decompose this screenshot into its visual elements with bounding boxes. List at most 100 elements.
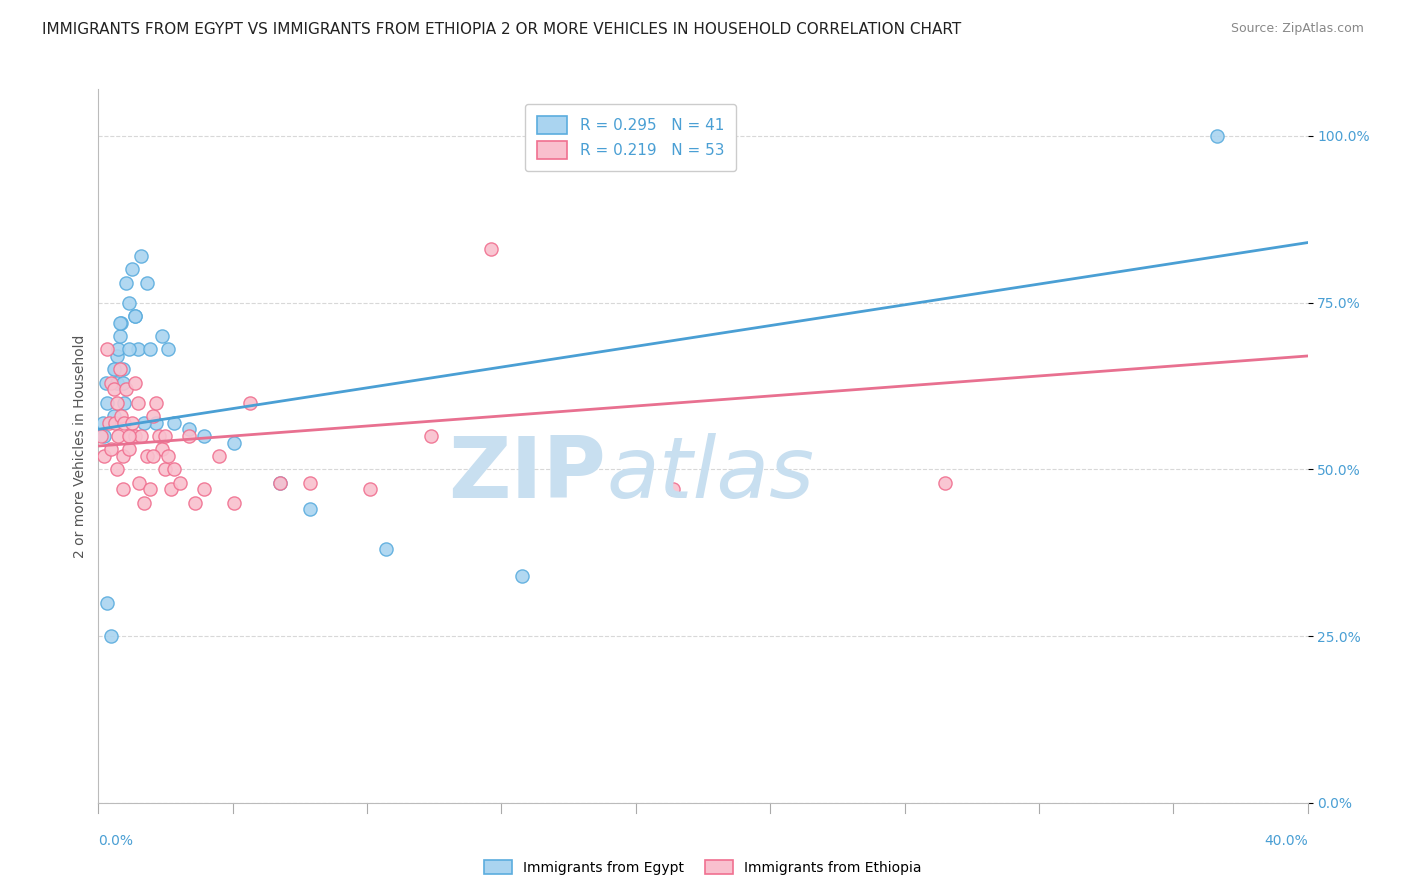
Point	[124, 309, 146, 323]
Point	[90, 429, 112, 443]
Point	[118, 429, 141, 443]
Point	[104, 416, 127, 430]
Point	[124, 376, 146, 390]
Point	[121, 416, 143, 430]
Text: ZIP: ZIP	[449, 433, 606, 516]
Legend: Immigrants from Egypt, Immigrants from Ethiopia: Immigrants from Egypt, Immigrants from E…	[479, 855, 927, 880]
Point	[112, 395, 135, 409]
Point	[105, 462, 128, 476]
Point	[98, 416, 121, 430]
Point	[239, 395, 262, 409]
Point	[103, 382, 125, 396]
Point	[160, 483, 183, 497]
Point	[111, 483, 134, 497]
Point	[156, 449, 179, 463]
Point	[129, 249, 152, 263]
Point	[124, 429, 146, 443]
Point	[179, 429, 201, 443]
Point	[114, 276, 136, 290]
Point	[269, 475, 291, 490]
Point	[105, 395, 128, 409]
Point	[118, 442, 141, 457]
Point	[105, 349, 128, 363]
Point	[124, 309, 146, 323]
Point	[142, 449, 165, 463]
Point	[135, 449, 157, 463]
Text: 0.0%: 0.0%	[98, 834, 134, 848]
Point	[269, 475, 291, 490]
Point	[374, 542, 396, 557]
Point	[145, 416, 167, 430]
Point	[107, 343, 129, 357]
Point	[132, 496, 155, 510]
Point	[105, 376, 128, 390]
Point	[193, 429, 215, 443]
Point	[110, 316, 132, 330]
Point	[108, 316, 131, 330]
Point	[103, 409, 125, 423]
Point	[114, 382, 136, 396]
Point	[111, 449, 134, 463]
Point	[111, 362, 134, 376]
Point	[110, 409, 132, 423]
Point	[103, 362, 125, 376]
Point	[100, 442, 122, 457]
Point	[112, 416, 135, 430]
Point	[121, 262, 143, 277]
Point	[100, 629, 122, 643]
Point	[169, 475, 191, 490]
Point	[184, 496, 207, 510]
Point	[224, 435, 246, 450]
Point	[128, 475, 150, 490]
Text: IMMIGRANTS FROM EGYPT VS IMMIGRANTS FROM ETHIOPIA 2 OR MORE VEHICLES IN HOUSEHOL: IMMIGRANTS FROM EGYPT VS IMMIGRANTS FROM…	[42, 22, 962, 37]
Point	[127, 395, 149, 409]
Point	[193, 483, 215, 497]
Point	[93, 429, 115, 443]
Point	[299, 502, 322, 516]
Point	[208, 449, 231, 463]
Point	[94, 376, 117, 390]
Point	[132, 416, 155, 430]
Legend: R = 0.295   N = 41, R = 0.219   N = 53: R = 0.295 N = 41, R = 0.219 N = 53	[524, 104, 737, 171]
Point	[139, 483, 162, 497]
Point	[661, 483, 683, 497]
Text: 40.0%: 40.0%	[1264, 834, 1308, 848]
Point	[107, 429, 129, 443]
Point	[108, 329, 131, 343]
Text: Source: ZipAtlas.com: Source: ZipAtlas.com	[1230, 22, 1364, 36]
Point	[360, 483, 382, 497]
Point	[148, 429, 170, 443]
Point	[118, 295, 141, 310]
Point	[153, 429, 176, 443]
Point	[93, 449, 115, 463]
Point	[145, 395, 167, 409]
Point	[156, 343, 179, 357]
Point	[96, 395, 118, 409]
Point	[139, 343, 162, 357]
Point	[142, 409, 165, 423]
Point	[111, 376, 134, 390]
Point	[127, 343, 149, 357]
Point	[153, 462, 176, 476]
Point	[1206, 128, 1229, 143]
Point	[91, 416, 114, 430]
Point	[118, 343, 141, 357]
Point	[510, 569, 533, 583]
Point	[163, 416, 186, 430]
Point	[135, 276, 157, 290]
Point	[150, 442, 173, 457]
Point	[179, 422, 201, 436]
Point	[108, 362, 131, 376]
Y-axis label: 2 or more Vehicles in Household: 2 or more Vehicles in Household	[73, 334, 87, 558]
Point	[163, 462, 186, 476]
Point	[150, 329, 173, 343]
Point	[96, 596, 118, 610]
Point	[420, 429, 443, 443]
Point	[104, 362, 127, 376]
Point	[96, 343, 118, 357]
Point	[100, 376, 122, 390]
Point	[934, 475, 956, 490]
Point	[129, 429, 152, 443]
Text: atlas: atlas	[606, 433, 814, 516]
Point	[299, 475, 322, 490]
